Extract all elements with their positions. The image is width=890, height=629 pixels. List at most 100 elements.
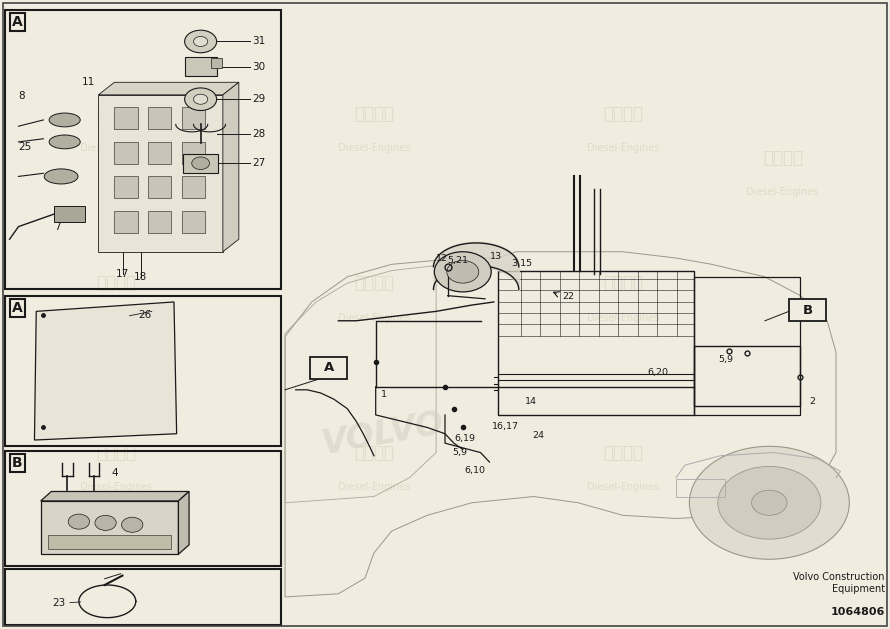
Text: B: B <box>803 304 813 316</box>
Text: Diesel-Engines: Diesel-Engines <box>587 482 659 492</box>
Bar <box>48 535 171 549</box>
Text: Diesel-Engines: Diesel-Engines <box>587 143 659 153</box>
Bar <box>182 211 205 233</box>
Text: 紫发动力: 紫发动力 <box>354 443 394 462</box>
Polygon shape <box>99 95 222 252</box>
Bar <box>498 270 694 415</box>
Text: 6,19: 6,19 <box>454 434 475 443</box>
Text: Diesel-Engines: Diesel-Engines <box>337 143 410 153</box>
Text: Diesel-Engines: Diesel-Engines <box>337 482 410 492</box>
Text: 紫发动力: 紫发动力 <box>603 274 643 292</box>
Text: Volvo Construction
Equipment: Volvo Construction Equipment <box>793 572 885 594</box>
Text: Diesel-Engines: Diesel-Engines <box>587 313 659 323</box>
Text: 14: 14 <box>525 397 537 406</box>
Text: Diesel-Engines: Diesel-Engines <box>747 187 819 197</box>
Bar <box>184 57 216 76</box>
Bar <box>5 10 280 289</box>
Text: 11: 11 <box>82 77 95 87</box>
Text: 13: 13 <box>490 252 503 261</box>
Bar <box>5 569 280 625</box>
Text: 紫发动力: 紫发动力 <box>603 104 643 123</box>
Text: A: A <box>323 361 334 374</box>
Bar <box>676 479 725 496</box>
Circle shape <box>193 36 207 47</box>
Text: 29: 29 <box>252 94 265 104</box>
Text: 6,20: 6,20 <box>648 368 668 377</box>
Bar <box>115 211 138 233</box>
Circle shape <box>122 517 143 532</box>
Bar <box>149 142 171 164</box>
Text: 24: 24 <box>532 430 544 440</box>
Text: 紫发动力: 紫发动力 <box>354 274 394 292</box>
Bar <box>5 296 280 447</box>
Circle shape <box>718 466 821 539</box>
Text: Diesel-Engines: Diesel-Engines <box>80 482 152 492</box>
Bar <box>115 176 138 198</box>
Text: 12: 12 <box>436 253 448 262</box>
Ellipse shape <box>49 113 80 127</box>
Text: 紫发动力: 紫发动力 <box>763 148 803 167</box>
Text: 6,10: 6,10 <box>465 465 486 475</box>
Bar <box>310 357 347 379</box>
Text: 17: 17 <box>117 269 129 279</box>
Polygon shape <box>222 82 239 252</box>
Circle shape <box>69 514 90 529</box>
Text: 30: 30 <box>252 62 265 72</box>
Text: Diesel-Engines: Diesel-Engines <box>80 313 152 323</box>
Text: A: A <box>12 301 23 314</box>
Ellipse shape <box>44 169 78 184</box>
Ellipse shape <box>49 135 80 149</box>
Bar <box>149 108 171 130</box>
Circle shape <box>191 157 209 170</box>
Circle shape <box>184 88 216 111</box>
Circle shape <box>193 94 207 104</box>
Bar <box>182 154 218 172</box>
Text: 31: 31 <box>252 36 265 47</box>
Text: 3,15: 3,15 <box>512 259 533 267</box>
Text: 1: 1 <box>381 391 387 399</box>
Text: 25: 25 <box>19 142 32 152</box>
Polygon shape <box>178 491 189 554</box>
Bar <box>115 108 138 130</box>
Polygon shape <box>35 302 176 440</box>
Text: B: B <box>12 456 23 470</box>
Text: 22: 22 <box>562 292 574 301</box>
Text: 紫发动力: 紫发动力 <box>603 443 643 462</box>
Text: 16,17: 16,17 <box>492 421 519 431</box>
Bar <box>5 451 280 565</box>
Text: Diesel-Engines: Diesel-Engines <box>337 313 410 323</box>
Text: 1064806: 1064806 <box>830 607 885 617</box>
Text: 8: 8 <box>19 91 25 101</box>
Text: VOLVO: VOLVO <box>319 407 447 461</box>
Circle shape <box>690 447 849 559</box>
Bar <box>182 176 205 198</box>
Bar <box>115 142 138 164</box>
Bar <box>149 211 171 233</box>
Bar <box>182 108 205 130</box>
Text: 7: 7 <box>54 222 61 231</box>
Text: 5,9: 5,9 <box>719 355 733 364</box>
Text: 23: 23 <box>53 598 66 608</box>
Bar <box>54 206 85 221</box>
Text: 18: 18 <box>134 272 147 282</box>
Text: A: A <box>12 15 23 29</box>
Circle shape <box>184 30 216 53</box>
Text: 5,9: 5,9 <box>452 448 467 457</box>
Bar <box>41 501 178 554</box>
Circle shape <box>434 252 491 292</box>
Text: 紫发动力: 紫发动力 <box>96 274 136 292</box>
Circle shape <box>751 490 787 515</box>
Circle shape <box>95 515 117 530</box>
Text: 5,21: 5,21 <box>448 256 469 265</box>
Bar <box>211 58 222 69</box>
Bar <box>789 299 826 321</box>
Text: 紫发动力: 紫发动力 <box>96 104 136 123</box>
Text: 紫发动力: 紫发动力 <box>96 443 136 462</box>
Text: 26: 26 <box>139 309 151 320</box>
Text: Diesel-Engines: Diesel-Engines <box>80 143 152 153</box>
Circle shape <box>447 260 479 283</box>
Bar <box>182 142 205 164</box>
Text: 27: 27 <box>252 159 265 168</box>
Polygon shape <box>41 491 189 501</box>
Text: 2: 2 <box>809 397 815 406</box>
